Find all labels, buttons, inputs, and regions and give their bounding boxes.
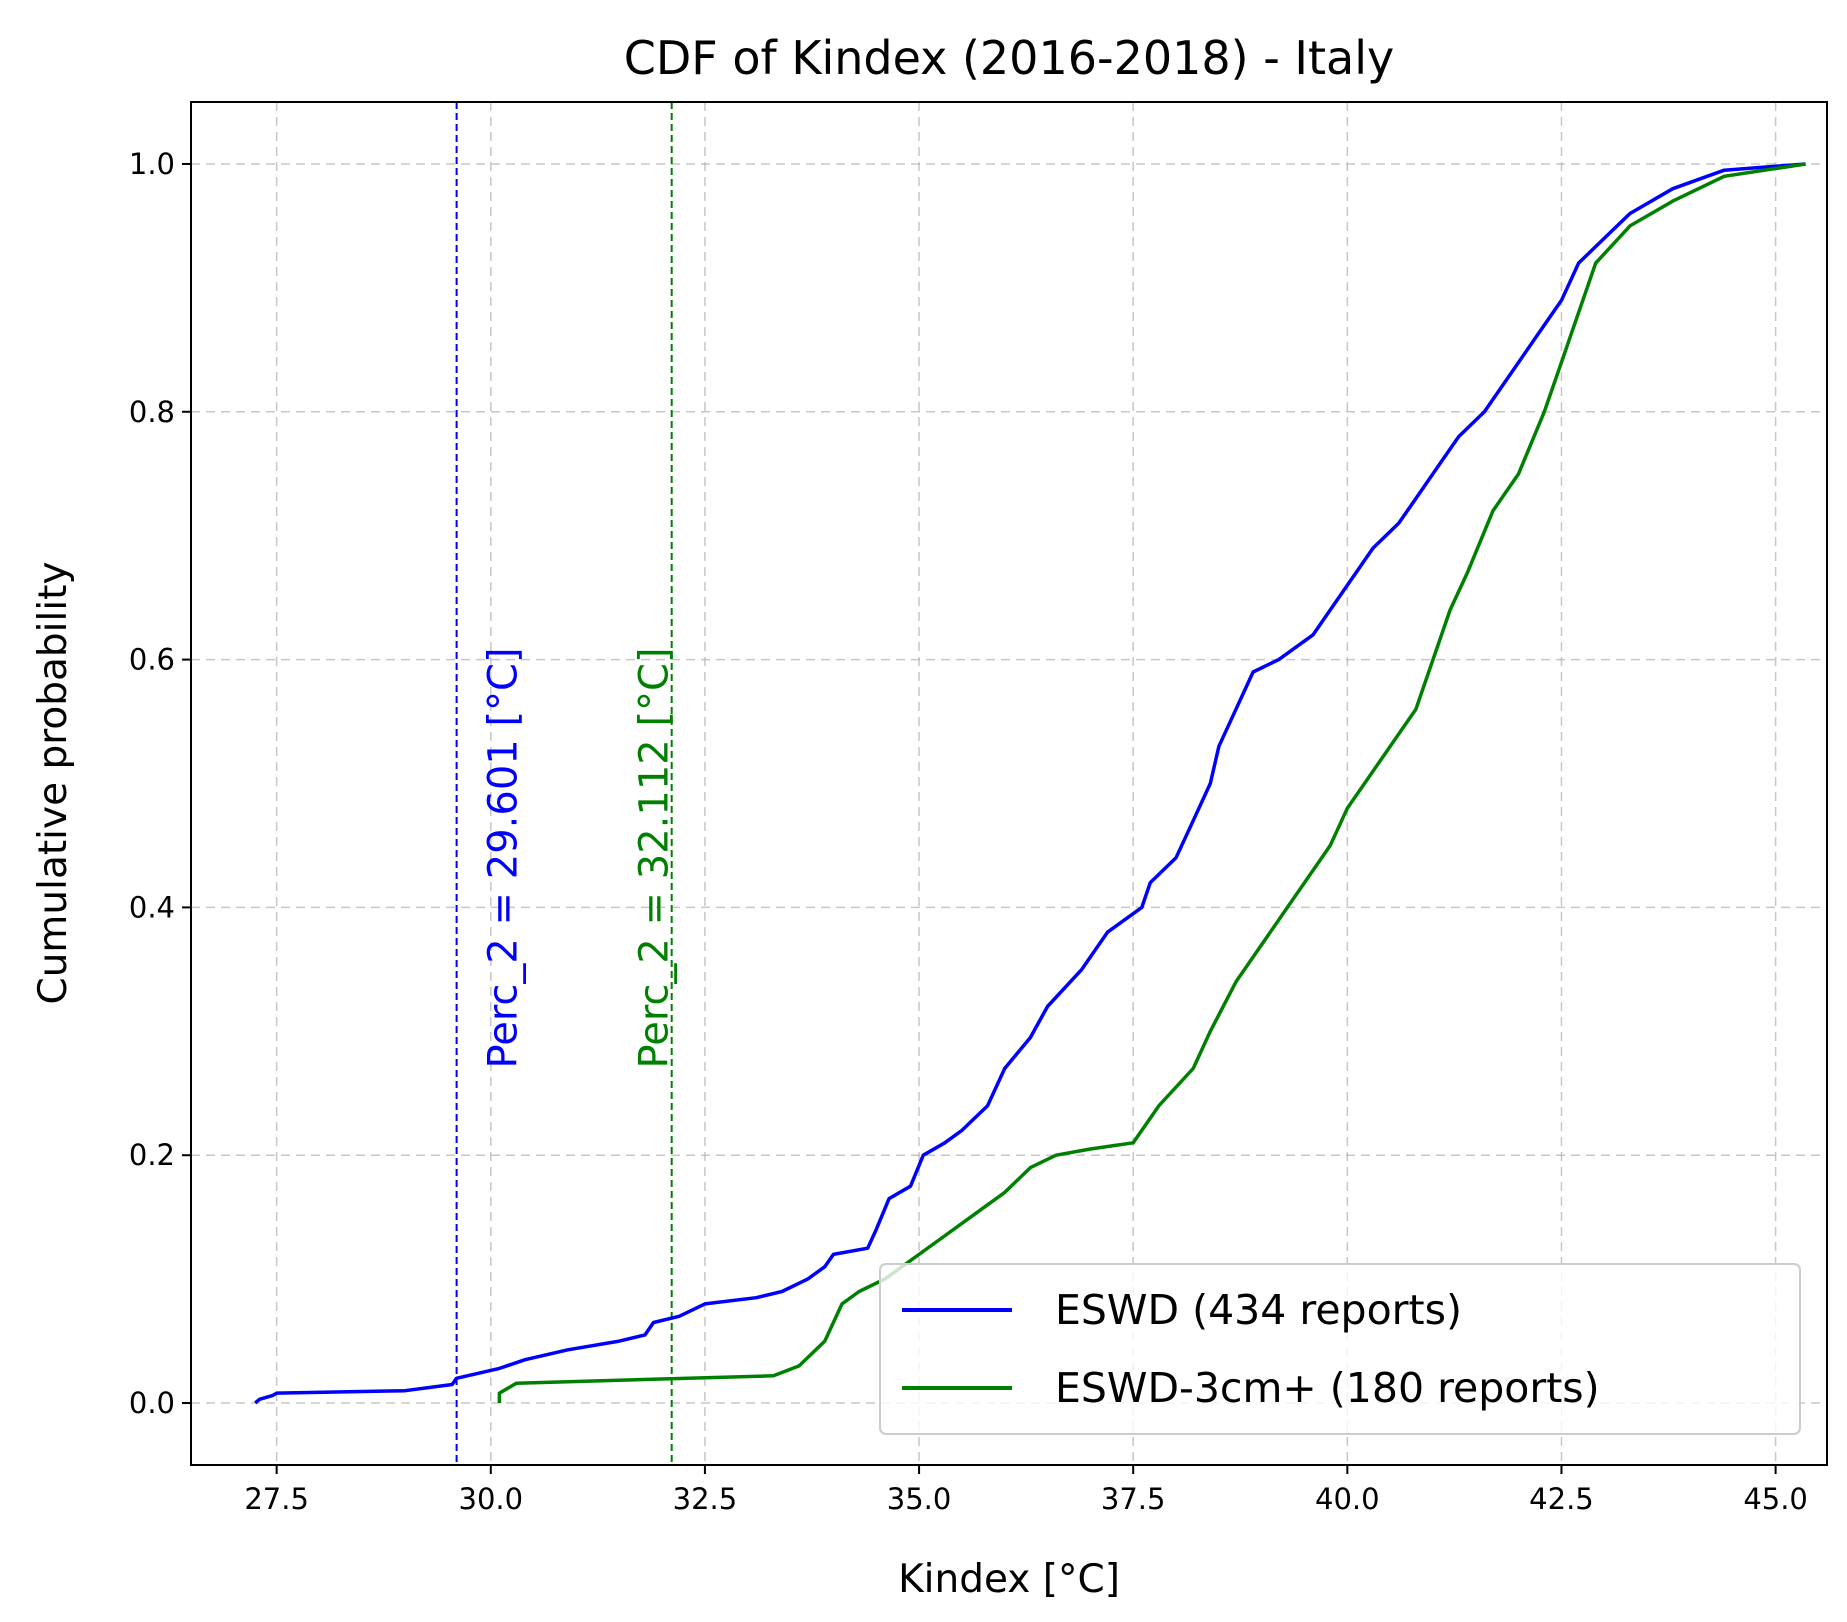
percentile-lines: Perc_2 = 29.601 [°C] Perc_2 = 32.112 [°C] bbox=[455, 102, 678, 1465]
x-axis-label: Kindex [°C] bbox=[898, 1557, 1120, 1602]
x-tick-label: 37.5 bbox=[1101, 1482, 1166, 1516]
x-tick-label: 35.0 bbox=[887, 1482, 952, 1516]
y-tick-label: 0.6 bbox=[129, 643, 175, 677]
x-tick-label: 40.0 bbox=[1315, 1482, 1380, 1516]
y-tick-label: 1.0 bbox=[129, 147, 175, 181]
percentile-annotation: Perc_2 = 32.112 [°C] bbox=[632, 647, 678, 1068]
x-tick-label: 45.0 bbox=[1743, 1482, 1808, 1516]
legend-entry-label: ESWD-3cm+ (180 reports) bbox=[1055, 1364, 1600, 1412]
plot-frame bbox=[190, 101, 1828, 1466]
percentile-annotation: Perc_2 = 29.601 [°C] bbox=[481, 647, 527, 1068]
x-tick-label: 27.5 bbox=[244, 1482, 309, 1516]
legend-entry-label: ESWD (434 reports) bbox=[1055, 1286, 1462, 1334]
grid bbox=[191, 102, 1827, 1465]
chart-title: CDF of Kindex (2016-2018) - Italy bbox=[624, 31, 1394, 85]
y-tick-label: 0.2 bbox=[129, 1138, 175, 1172]
x-tick-label: 32.5 bbox=[673, 1482, 738, 1516]
y-tick-label: 0.4 bbox=[129, 890, 175, 924]
y-tick-label: 0.8 bbox=[129, 395, 175, 429]
y-tick-label: 0.0 bbox=[129, 1386, 175, 1420]
y-axis-label: Cumulative probability bbox=[31, 561, 76, 1004]
series-lines bbox=[254, 162, 1806, 1405]
series-line bbox=[254, 162, 1806, 1405]
legend: ESWD (434 reports) ESWD-3cm+ (180 reports… bbox=[879, 1263, 1801, 1435]
series-line bbox=[497, 162, 1806, 1403]
legend-box bbox=[879, 1263, 1801, 1435]
x-tick-label: 30.0 bbox=[459, 1482, 524, 1516]
axis-ticks: 27.5 30.0 32.5 35.0 37.5 40.0 42.5 45.0 0.0 0.2 0.… bbox=[129, 147, 1808, 1516]
x-tick-label: 42.5 bbox=[1529, 1482, 1594, 1516]
